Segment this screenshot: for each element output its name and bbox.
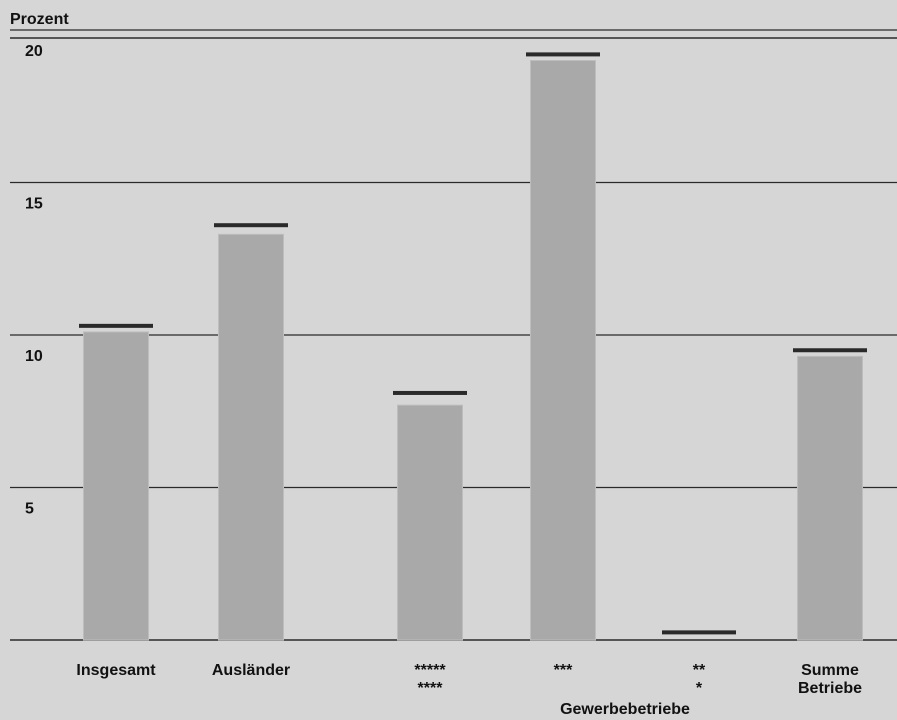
y-tick-labels: 5 10 15 20 xyxy=(25,43,43,518)
reference-line xyxy=(214,223,288,228)
x-tick-label: Summe xyxy=(801,662,859,679)
y-tick-label: 5 xyxy=(25,501,34,518)
reference-line xyxy=(526,52,600,57)
x-tick-label: Insgesamt xyxy=(76,662,156,679)
bars xyxy=(79,52,867,641)
bar xyxy=(397,404,463,641)
bar xyxy=(83,331,149,641)
bar xyxy=(218,233,284,641)
y-tick-label: 20 xyxy=(25,43,43,60)
x-tick-label: ** xyxy=(693,662,706,679)
group-label: Gewerbebetriebe xyxy=(560,701,690,718)
bar xyxy=(530,60,596,641)
y-tick-label: 10 xyxy=(25,348,43,365)
x-tick-label: *** xyxy=(554,662,573,679)
x-tick-label: * xyxy=(696,680,703,697)
x-tick-label: Betriebe xyxy=(798,680,862,697)
x-tick-label: Ausländer xyxy=(212,662,290,679)
y-tick-label: 15 xyxy=(25,196,43,213)
reference-line xyxy=(393,390,467,395)
reference-line xyxy=(793,348,867,353)
x-tick-label: **** xyxy=(418,680,444,697)
reference-line xyxy=(79,323,153,328)
reference-line xyxy=(662,630,736,635)
bar xyxy=(797,355,863,641)
y-axis-title: Prozent xyxy=(10,11,69,28)
x-tick-label: ***** xyxy=(414,662,446,679)
x-tick-labels: Insgesamt Ausländer ************ ***SummeBe… xyxy=(76,662,862,697)
